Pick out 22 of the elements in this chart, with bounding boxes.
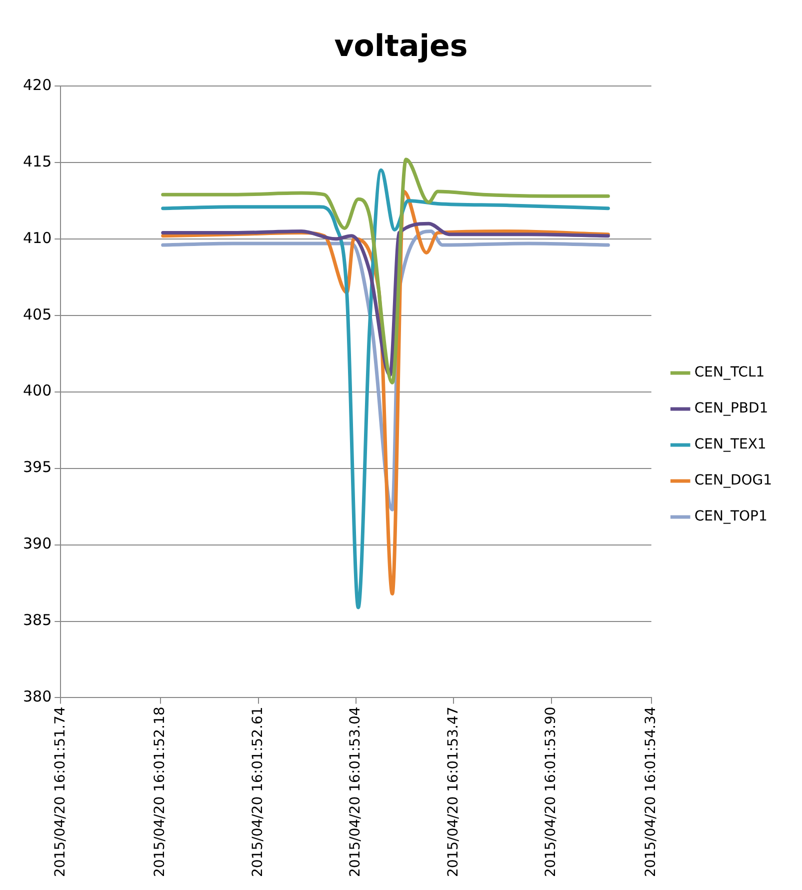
y-tick-label: 385: [22, 611, 52, 630]
y-tick-label: 410: [22, 228, 52, 247]
legend-label: CEN_TCL1: [694, 364, 765, 381]
legend-label: CEN_TEX1: [694, 436, 766, 453]
legend-label: CEN_PBD1: [694, 400, 768, 417]
x-tick-label: 2015/04/20 16:01:54.34: [642, 706, 659, 878]
y-tick-label: 400: [22, 382, 52, 400]
y-tick-label: 415: [22, 152, 52, 170]
y-tick-label: 420: [22, 76, 52, 94]
y-tick-label: 405: [22, 305, 52, 324]
y-tick-label: 380: [22, 688, 52, 706]
x-tick-label: 2015/04/20 16:01:53.47: [445, 706, 462, 878]
x-tick-label: 2015/04/20 16:01:53.04: [348, 706, 364, 878]
x-tick-label: 2015/04/20 16:01:53.90: [543, 706, 560, 878]
y-tick-label: 390: [22, 534, 52, 553]
legend-label: CEN_DOG1: [694, 472, 772, 489]
legend-label: CEN_TOP1: [694, 508, 768, 525]
y-tick-label: 395: [22, 458, 52, 476]
x-tick-label: 2015/04/20 16:01:51.74: [52, 706, 68, 878]
x-tick-label: 2015/04/20 16:01:52.61: [250, 706, 266, 878]
x-tick-label: 2015/04/20 16:01:52.18: [152, 706, 168, 878]
chart-title: voltajes: [334, 28, 468, 64]
